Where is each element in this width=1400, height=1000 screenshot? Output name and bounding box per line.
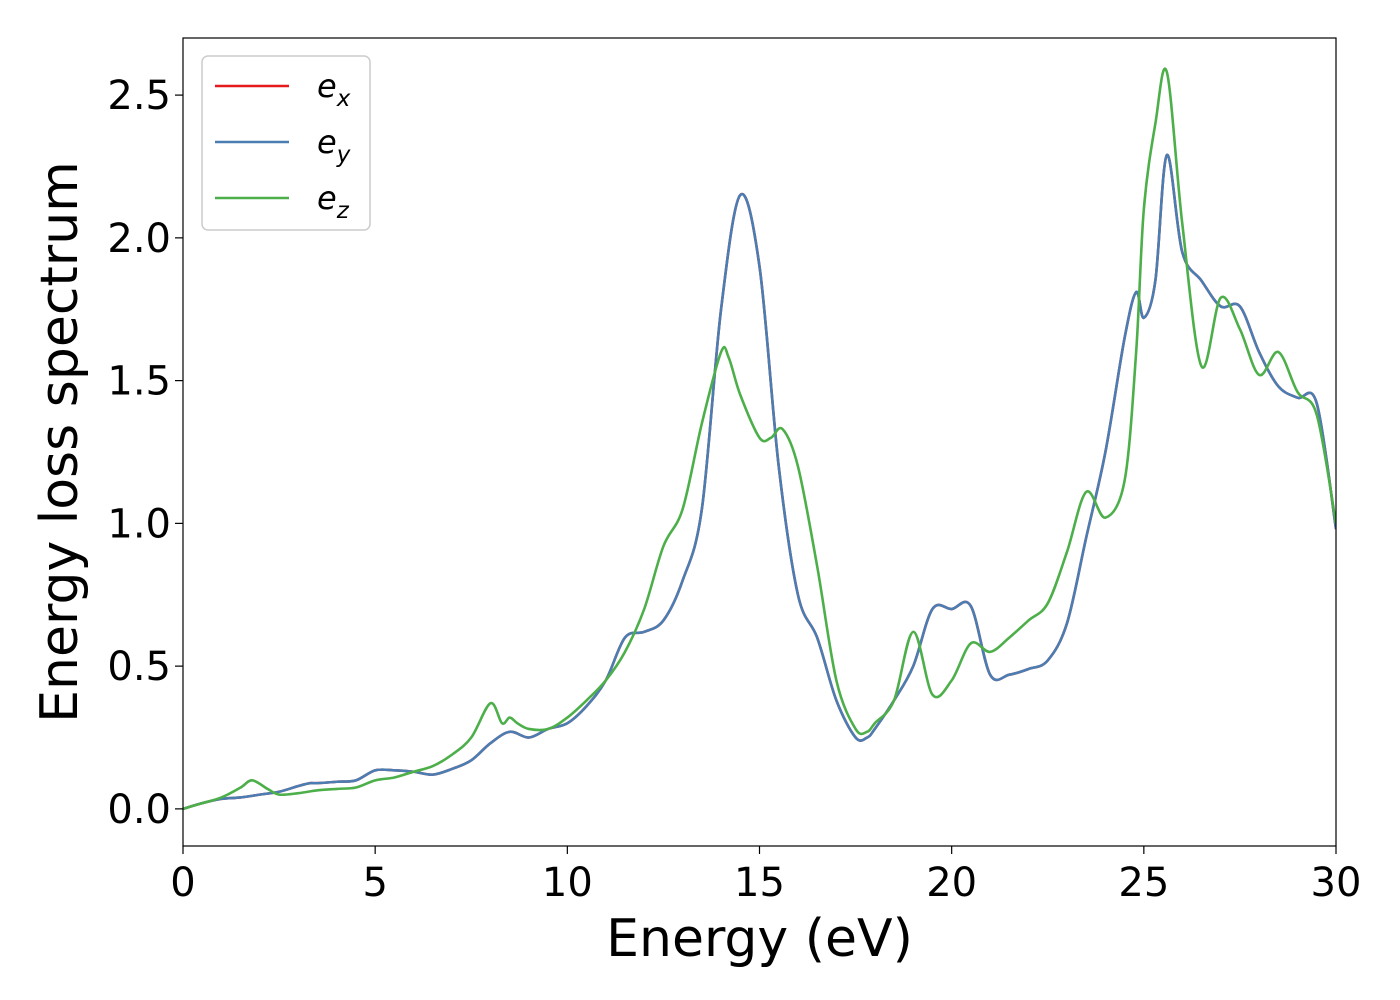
y-axis-ticks: 0.0 0.5 1.0 1.5 2.0 2.5: [107, 73, 183, 833]
series-layer: [183, 67, 1336, 811]
legend-label-e-y: ey: [317, 123, 351, 168]
x-tick-label: 15: [734, 860, 785, 906]
legend-label-base: e: [317, 67, 337, 105]
y-tick-label: 0.0: [107, 787, 171, 833]
legend-label-e-z: ez: [317, 179, 350, 224]
y-tick-label: 2.5: [107, 73, 171, 119]
x-tick-label: 20: [926, 860, 977, 906]
y-tick-label: 1.5: [107, 359, 171, 405]
x-tick-label: 10: [542, 860, 593, 906]
x-tick-label: 30: [1311, 860, 1362, 906]
series-line-e-y: [183, 153, 1336, 811]
x-tick-label: 0: [170, 860, 195, 906]
legend-label-base: e: [317, 179, 337, 217]
legend-label-e-x: ex: [317, 67, 351, 112]
legend-label-base: e: [317, 123, 337, 161]
x-tick-label: 5: [362, 860, 387, 906]
x-tick-label: 25: [1118, 860, 1169, 906]
plot-background: [183, 38, 1336, 846]
series-line-e-z: [183, 67, 1336, 811]
legend-label-subscript: z: [336, 198, 350, 224]
y-tick-label: 1.0: [107, 501, 171, 547]
x-axis-ticks: 0 5 10 15 20 25 30: [170, 846, 1361, 906]
x-axis-title: Energy (eV): [606, 909, 913, 969]
legend-label-subscript: y: [336, 142, 351, 168]
y-tick-label: 2.0: [107, 216, 171, 262]
y-axis-title: Energy loss spectrum: [30, 161, 90, 723]
y-tick-label: 0.5: [107, 644, 171, 690]
legend-label-subscript: x: [336, 86, 351, 112]
